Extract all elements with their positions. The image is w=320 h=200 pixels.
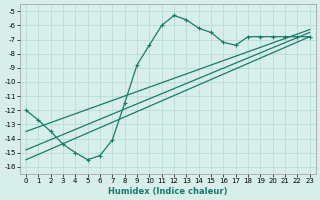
X-axis label: Humidex (Indice chaleur): Humidex (Indice chaleur): [108, 187, 228, 196]
